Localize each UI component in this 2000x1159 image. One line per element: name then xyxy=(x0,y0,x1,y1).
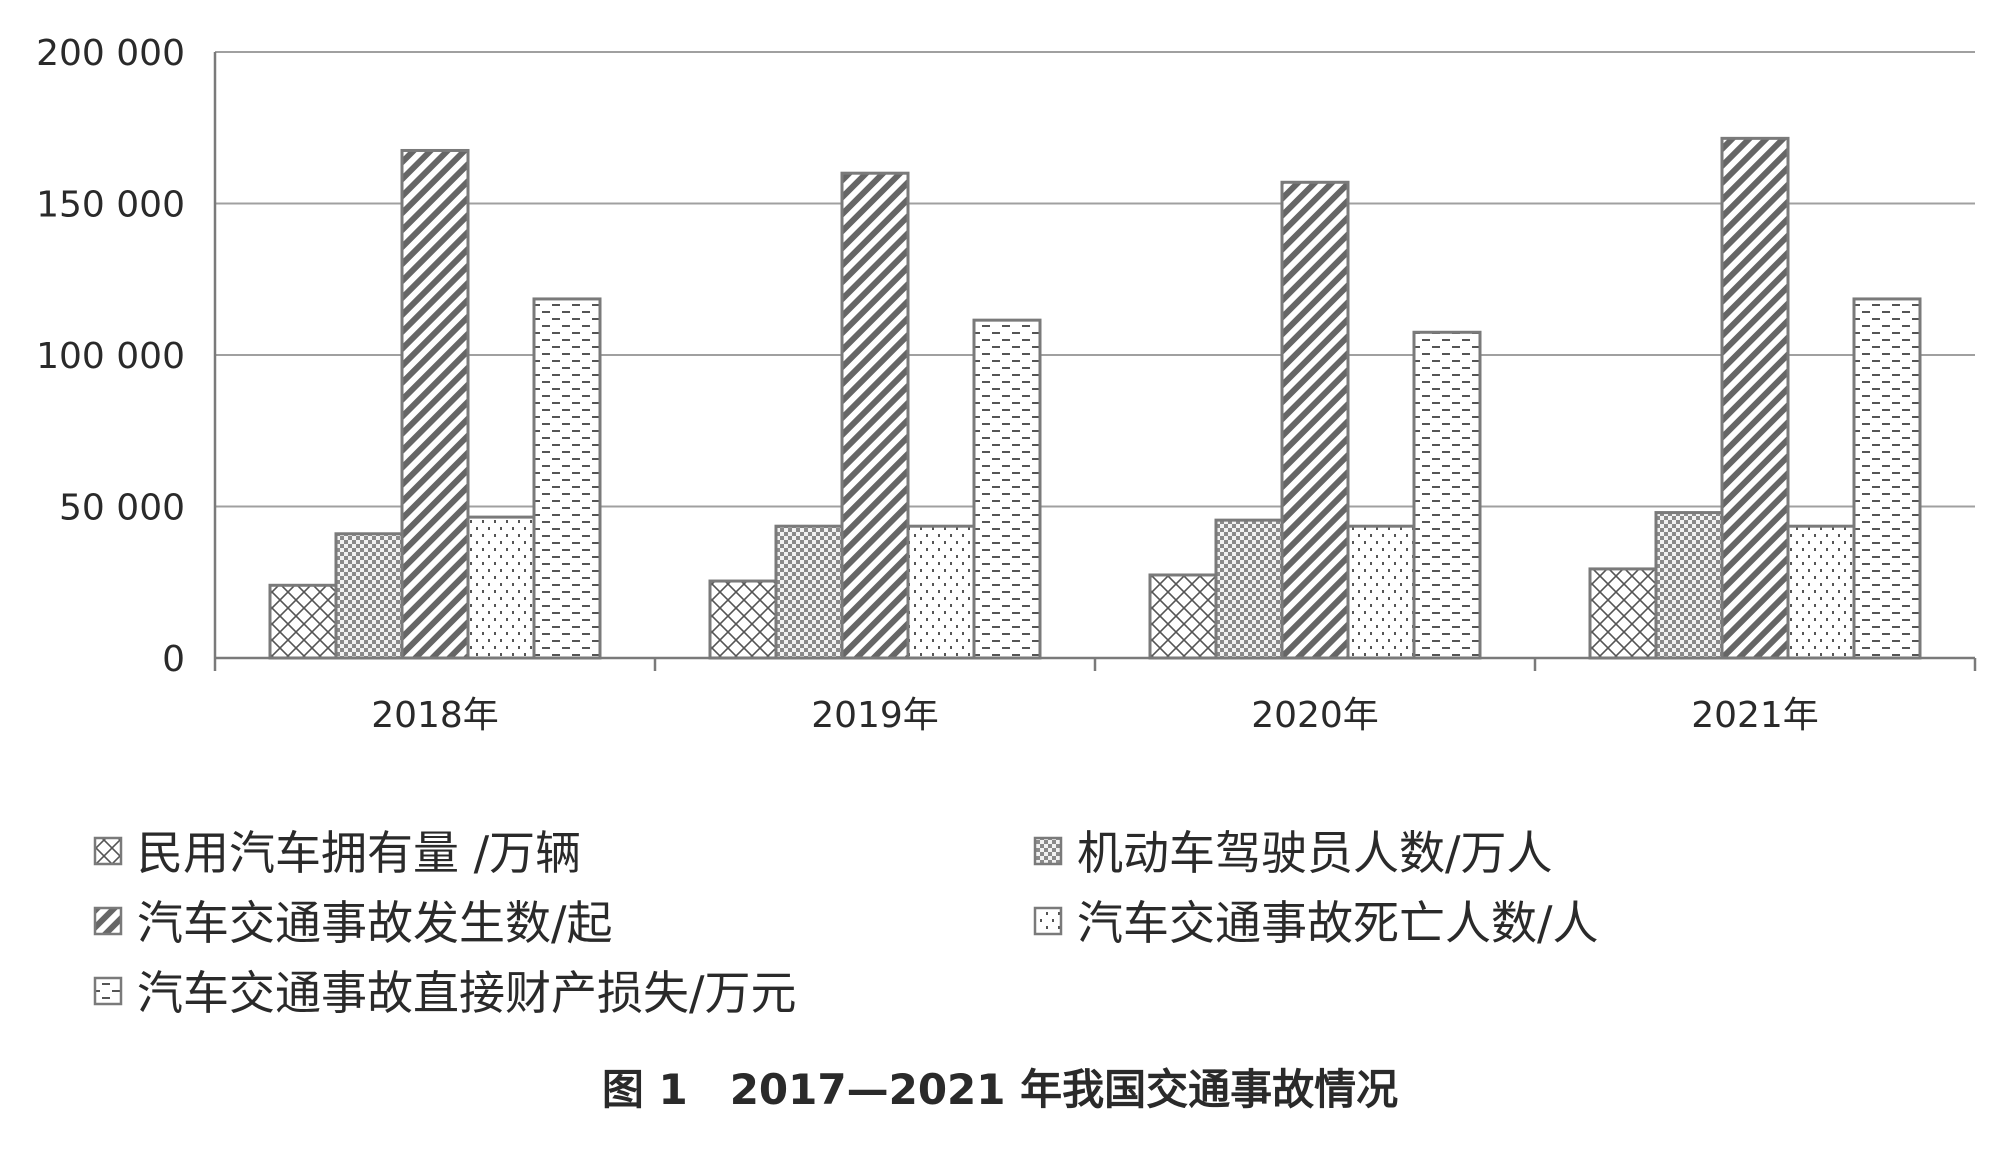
y-tick-label: 100 000 xyxy=(36,336,185,377)
x-tick-label: 2020年 xyxy=(1251,695,1379,736)
figure-caption: 图 1 2017—2021 年我国交通事故情况 xyxy=(602,1065,1398,1114)
bars xyxy=(268,136,1922,660)
bar xyxy=(1720,136,1790,660)
x-tick-label: 2021年 xyxy=(1691,695,1819,736)
legend-swatch xyxy=(1033,906,1063,936)
x-tick-label: 2019年 xyxy=(811,695,939,736)
bar xyxy=(1280,180,1350,660)
legend-swatch xyxy=(1033,836,1063,866)
bar xyxy=(1346,524,1416,660)
y-tick-label: 150 000 xyxy=(36,185,185,226)
legend-swatch xyxy=(93,836,123,866)
bar xyxy=(774,524,844,660)
legend-label: 机动车驾驶员人数/万人 xyxy=(1077,826,1553,880)
bar xyxy=(400,148,470,660)
y-tick-label: 50 000 xyxy=(59,488,185,529)
legend-label: 民用汽车拥有量 /万辆 xyxy=(137,826,581,880)
bar xyxy=(972,318,1042,660)
bar xyxy=(708,579,778,660)
bar xyxy=(1412,330,1482,660)
x-axis-tick-labels: 2018年 2019年 2020年 2021年 xyxy=(371,695,1819,736)
bar xyxy=(840,171,910,660)
bar xyxy=(532,297,602,660)
y-tick-label: 0 xyxy=(162,639,185,680)
bar xyxy=(1654,511,1724,660)
bar xyxy=(334,532,404,660)
legend-label: 汽车交通事故发生数/起 xyxy=(137,896,613,950)
y-axis-tick-labels: 0 50 000 100 000 150 000 200 000 xyxy=(36,33,185,680)
legend-swatch xyxy=(93,976,123,1006)
bar xyxy=(1852,297,1922,660)
x-axis xyxy=(213,52,1977,671)
bar xyxy=(268,583,338,660)
bar xyxy=(1786,524,1856,660)
legend-label: 汽车交通事故死亡人数/人 xyxy=(1077,896,1599,950)
bar xyxy=(466,515,536,660)
legend-label: 汽车交通事故直接财产损失/万元 xyxy=(137,966,797,1020)
y-tick-label: 200 000 xyxy=(36,33,185,74)
gridlines xyxy=(215,51,1975,508)
bar xyxy=(1588,567,1658,660)
legend-swatch xyxy=(93,906,123,936)
bar xyxy=(906,524,976,660)
x-tick-label: 2018年 xyxy=(371,695,499,736)
bar xyxy=(1148,573,1218,660)
bar xyxy=(1214,518,1284,660)
